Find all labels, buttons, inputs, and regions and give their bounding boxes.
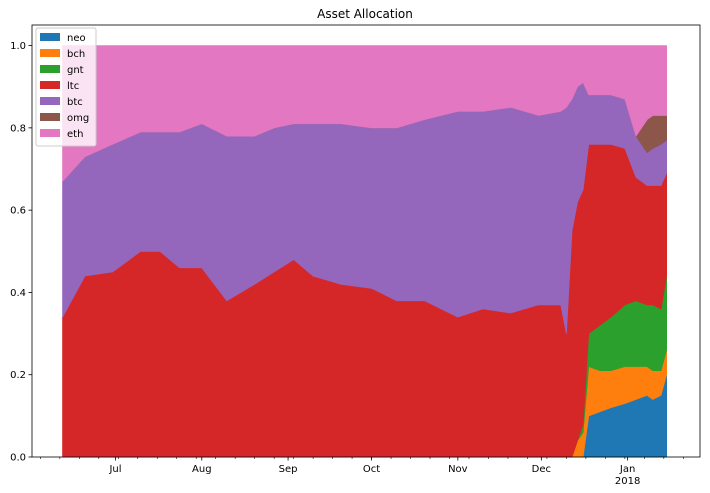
legend-swatch-gnt [40, 65, 60, 73]
y-tick-label: 0.0 [10, 453, 26, 464]
legend-swatch-neo [40, 33, 60, 41]
area-series-eth [62, 45, 667, 183]
x-tick-label: Jan [619, 464, 635, 475]
y-tick-label: 1.0 [10, 41, 26, 52]
area-series-group [62, 45, 667, 458]
legend-label-neo: neo [67, 33, 86, 44]
legend-swatch-eth [40, 129, 60, 137]
x-tick-label: Aug [192, 464, 212, 475]
legend-label-eth: eth [67, 129, 83, 140]
legend-label-bch: bch [67, 49, 85, 60]
legend-label-btc: btc [67, 97, 83, 108]
chart-title: Asset Allocation [317, 7, 413, 21]
x-tick-sublabel: 2018 [615, 476, 640, 487]
legend: neo bch gnt ltc btc omg eth [35, 27, 97, 147]
legend-swatch-ltc [40, 81, 60, 89]
x-tick-label: Sep [279, 464, 298, 475]
x-tick-label: Jul [108, 464, 121, 475]
y-tick-label: 0.8 [10, 123, 26, 134]
legend-label-gnt: gnt [67, 65, 84, 76]
legend-label-omg: omg [67, 113, 89, 124]
y-tick-label: 0.4 [10, 288, 26, 299]
x-tick-label: Oct [363, 464, 380, 475]
legend-label-ltc: ltc [67, 81, 79, 92]
x-tick-label: Nov [448, 464, 468, 475]
y-tick-label: 0.6 [10, 206, 26, 217]
axes-group: 0.0 0.2 0.4 0.6 0.8 1.0 Jul Aug Sep Oct Nov Dec Jan2… [10, 24, 701, 487]
legend-swatch-btc [40, 97, 60, 105]
x-tick-label: Dec [532, 464, 551, 475]
legend-swatch-omg [40, 113, 60, 121]
plot-frame [31, 24, 701, 458]
legend-swatch-bch [40, 49, 60, 57]
y-tick-label: 0.2 [10, 370, 26, 381]
